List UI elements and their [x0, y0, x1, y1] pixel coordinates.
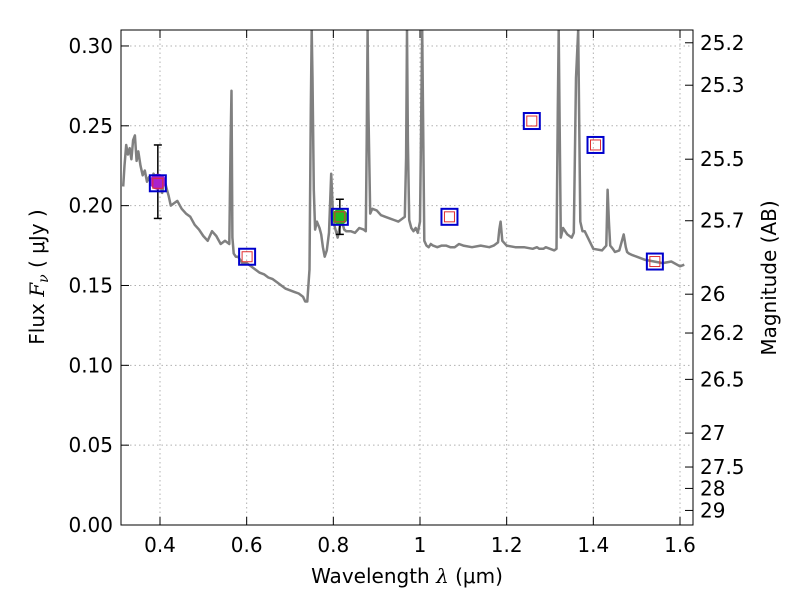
y-tick-label: 0.15	[68, 273, 113, 297]
mag-tick-label: 26.2	[700, 321, 745, 345]
mag-tick-label: 25.5	[700, 147, 745, 171]
mag-tick-label: 26.5	[700, 367, 745, 391]
observed-point-optical	[149, 173, 166, 190]
x-tick-label: 0.6	[231, 533, 263, 557]
mag-tick-label: 28	[700, 476, 725, 500]
model-point-box	[586, 135, 605, 154]
y2-axis-label: Magnitude (AB)	[757, 200, 781, 355]
x-tick-label: 0.4	[144, 533, 176, 557]
x-tick-label: 1.4	[577, 533, 609, 557]
mag-tick-label: 25.7	[700, 209, 745, 233]
model-point-inner	[241, 251, 253, 263]
axes-frame	[120, 29, 694, 526]
model-point-box	[440, 207, 459, 226]
model-point-box	[238, 247, 257, 266]
mag-tick-label: 25.3	[700, 73, 745, 97]
x-axis-label: Wavelength λ (μm)	[311, 564, 503, 588]
model-point-box	[148, 174, 167, 193]
template-spectrum-line	[121, 30, 685, 303]
model-point-box	[645, 252, 664, 271]
y-tick-label: 0.10	[68, 353, 113, 377]
y-tick-label: 0.20	[68, 194, 113, 218]
y-tick-label: 0.05	[68, 433, 113, 457]
model-point-box	[522, 112, 541, 131]
model-point-inner	[526, 115, 538, 127]
mag-tick-label: 27.5	[700, 455, 745, 479]
x-tick-label: 1.6	[664, 533, 696, 557]
plot-area	[121, 30, 685, 303]
model-point-inner	[649, 256, 661, 268]
mag-tick-label: 26	[700, 282, 725, 306]
y-tick-label: 0.30	[68, 34, 113, 58]
mag-tick-label: 25.2	[700, 31, 745, 55]
mag-tick-label: 27	[700, 421, 725, 445]
axis-ticks: 0.4 0.6 0.8 1 1.2 1.4 1.6 0.00 0.05 0.10 0.15 0.20 0…	[68, 30, 745, 557]
y-tick-label: 0.25	[68, 114, 113, 138]
x-tick-label: 1.2	[491, 533, 523, 557]
grid	[121, 30, 693, 526]
model-point-inner	[443, 211, 455, 223]
y-axis-label: Flux Fν ( μJy )	[25, 209, 52, 344]
mag-tick-label: 29	[700, 498, 725, 522]
model-point-inner	[590, 139, 601, 151]
x-tick-label: 0.8	[317, 533, 349, 557]
model-point-inner	[152, 177, 164, 189]
observed-point-nir	[331, 208, 348, 225]
model-point-box	[330, 207, 349, 226]
x-tick-label: 1	[414, 533, 427, 557]
model-point-inner	[334, 211, 346, 223]
y-tick-label: 0.00	[68, 513, 113, 537]
